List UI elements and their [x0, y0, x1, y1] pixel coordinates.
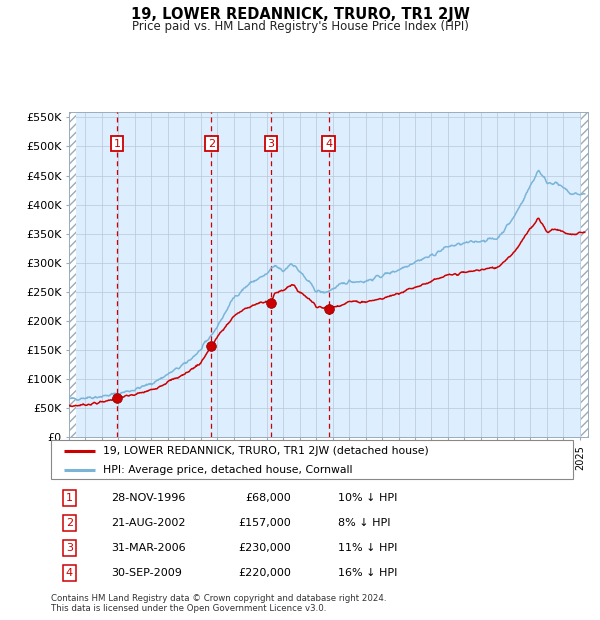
Text: 1: 1 [66, 493, 73, 503]
Text: Contains HM Land Registry data © Crown copyright and database right 2024.
This d: Contains HM Land Registry data © Crown c… [51, 594, 386, 613]
Text: £157,000: £157,000 [238, 518, 291, 528]
Text: 4: 4 [66, 568, 73, 578]
Text: 8% ↓ HPI: 8% ↓ HPI [338, 518, 391, 528]
Text: 4: 4 [325, 138, 332, 149]
Bar [581, 112, 588, 437]
Text: 2: 2 [66, 518, 73, 528]
Text: 19, LOWER REDANNICK, TRURO, TR1 2JW (detached house): 19, LOWER REDANNICK, TRURO, TR1 2JW (det… [103, 446, 429, 456]
Text: 31-MAR-2006: 31-MAR-2006 [111, 543, 185, 553]
Text: £68,000: £68,000 [245, 493, 291, 503]
Text: 10% ↓ HPI: 10% ↓ HPI [338, 493, 397, 503]
FancyBboxPatch shape [51, 440, 573, 479]
Bar [69, 112, 76, 437]
Text: 2: 2 [208, 138, 215, 149]
Text: £230,000: £230,000 [238, 543, 291, 553]
Text: 1: 1 [113, 138, 121, 149]
Text: 11% ↓ HPI: 11% ↓ HPI [338, 543, 397, 553]
Text: 3: 3 [66, 543, 73, 553]
Text: 30-SEP-2009: 30-SEP-2009 [111, 568, 182, 578]
Text: £220,000: £220,000 [238, 568, 291, 578]
Text: 28-NOV-1996: 28-NOV-1996 [111, 493, 185, 503]
Text: 16% ↓ HPI: 16% ↓ HPI [338, 568, 397, 578]
Text: HPI: Average price, detached house, Cornwall: HPI: Average price, detached house, Corn… [103, 465, 353, 475]
Text: Price paid vs. HM Land Registry's House Price Index (HPI): Price paid vs. HM Land Registry's House … [131, 20, 469, 33]
Text: 21-AUG-2002: 21-AUG-2002 [111, 518, 185, 528]
Text: 19, LOWER REDANNICK, TRURO, TR1 2JW: 19, LOWER REDANNICK, TRURO, TR1 2JW [131, 7, 469, 22]
Text: 3: 3 [268, 138, 274, 149]
